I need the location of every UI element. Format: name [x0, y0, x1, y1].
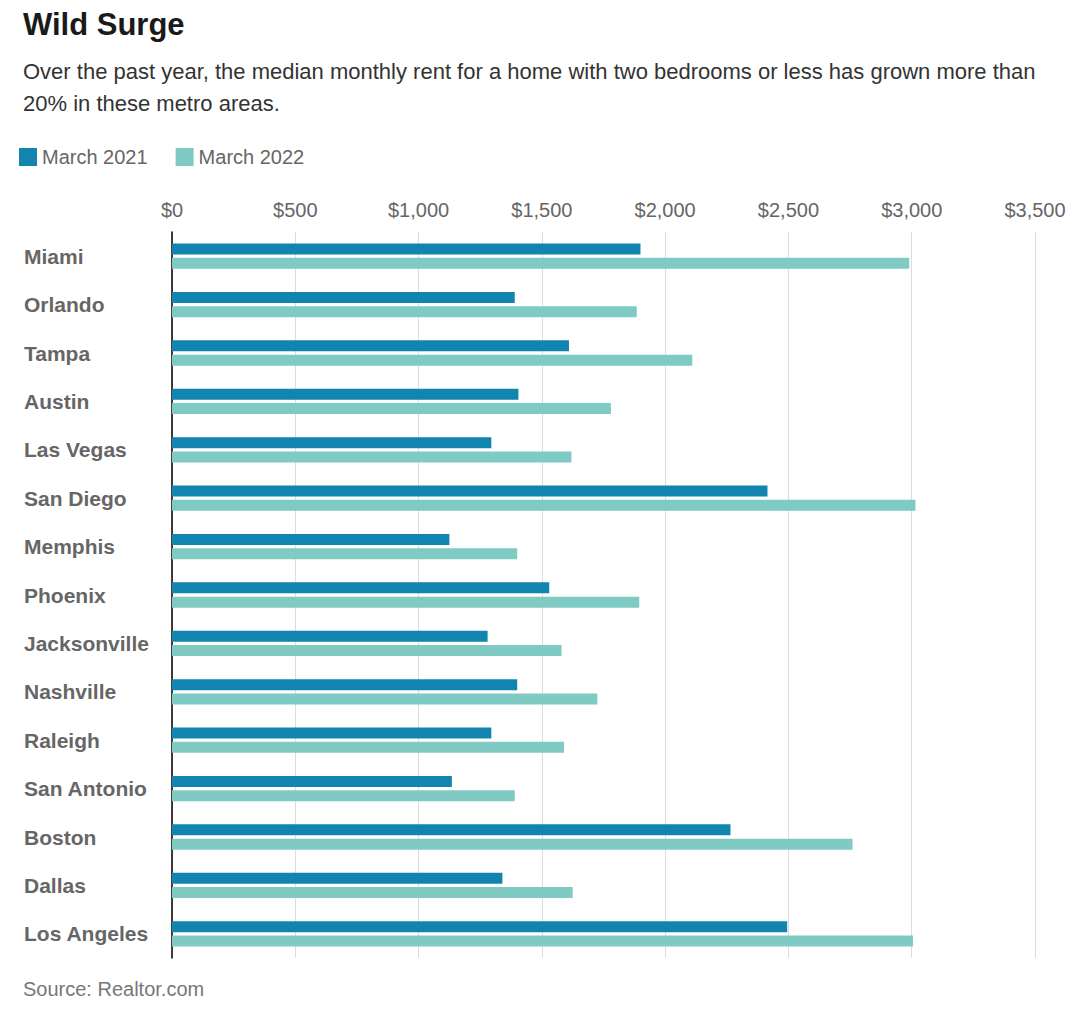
svg-text:Miami: Miami — [24, 245, 84, 268]
svg-text:San Diego: San Diego — [24, 487, 127, 510]
svg-text:$0: $0 — [161, 199, 183, 221]
svg-text:Memphis: Memphis — [24, 535, 115, 558]
svg-text:$2,500: $2,500 — [758, 199, 819, 221]
svg-text:Boston: Boston — [24, 826, 96, 849]
svg-text:Nashville: Nashville — [24, 680, 116, 703]
svg-text:March 2022: March 2022 — [199, 146, 305, 168]
svg-text:Raleigh: Raleigh — [24, 729, 100, 752]
svg-text:Austin: Austin — [24, 390, 89, 413]
svg-text:Over the past year, the median: Over the past year, the median monthly r… — [23, 59, 1042, 84]
svg-text:Dallas: Dallas — [24, 874, 86, 897]
svg-text:$1,000: $1,000 — [388, 199, 449, 221]
svg-text:$1,500: $1,500 — [511, 199, 572, 221]
svg-text:Las Vegas: Las Vegas — [24, 438, 127, 461]
svg-text:Orlando: Orlando — [24, 293, 105, 316]
svg-text:$3,500: $3,500 — [1004, 199, 1065, 221]
svg-text:Source: Realtor.com: Source: Realtor.com — [23, 978, 204, 1000]
svg-text:Phoenix: Phoenix — [24, 584, 106, 607]
svg-text:$3,000: $3,000 — [881, 199, 942, 221]
svg-text:$2,000: $2,000 — [635, 199, 696, 221]
svg-text:Wild Surge: Wild Surge — [23, 7, 185, 42]
svg-text:Tampa: Tampa — [24, 342, 90, 365]
svg-text:20% in these metro areas.: 20% in these metro areas. — [23, 91, 280, 116]
svg-text:March 2021: March 2021 — [42, 146, 148, 168]
svg-text:$500: $500 — [273, 199, 318, 221]
svg-text:San Antonio: San Antonio — [24, 777, 147, 800]
svg-text:Los Angeles: Los Angeles — [24, 922, 148, 945]
svg-text:Jacksonville: Jacksonville — [24, 632, 149, 655]
